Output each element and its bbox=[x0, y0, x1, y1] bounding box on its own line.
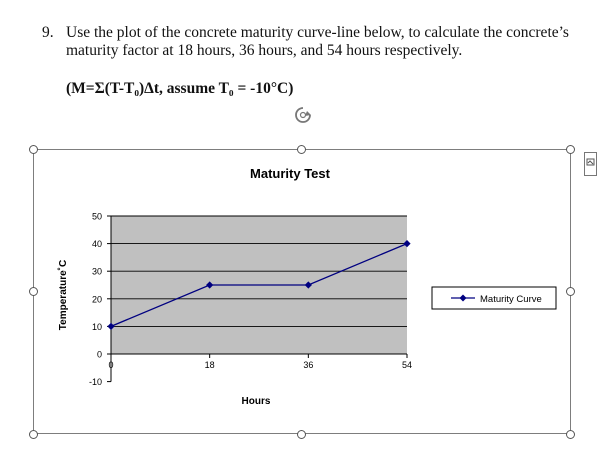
resize-handle-left[interactable] bbox=[29, 287, 38, 296]
resize-handle-bottom-right[interactable] bbox=[566, 430, 575, 439]
chart-frame[interactable] bbox=[33, 149, 571, 434]
question-text: Use the plot of the concrete maturity cu… bbox=[66, 24, 569, 59]
resize-handle-bottom-left[interactable] bbox=[29, 430, 38, 439]
formula-text: (M=Σ(T-T₀)Δt, assume T₀ = -10°C) bbox=[66, 80, 294, 97]
resize-handle-top-left[interactable] bbox=[29, 145, 38, 154]
layout-options-button[interactable] bbox=[584, 152, 597, 176]
question-number: 9. bbox=[42, 24, 54, 41]
resize-handle-top[interactable] bbox=[297, 145, 306, 154]
rotate-handle-icon[interactable] bbox=[292, 104, 314, 126]
resize-handle-top-right[interactable] bbox=[566, 145, 575, 154]
resize-handle-bottom[interactable] bbox=[297, 430, 306, 439]
layout-options-icon bbox=[586, 158, 595, 166]
resize-handle-right[interactable] bbox=[566, 287, 575, 296]
